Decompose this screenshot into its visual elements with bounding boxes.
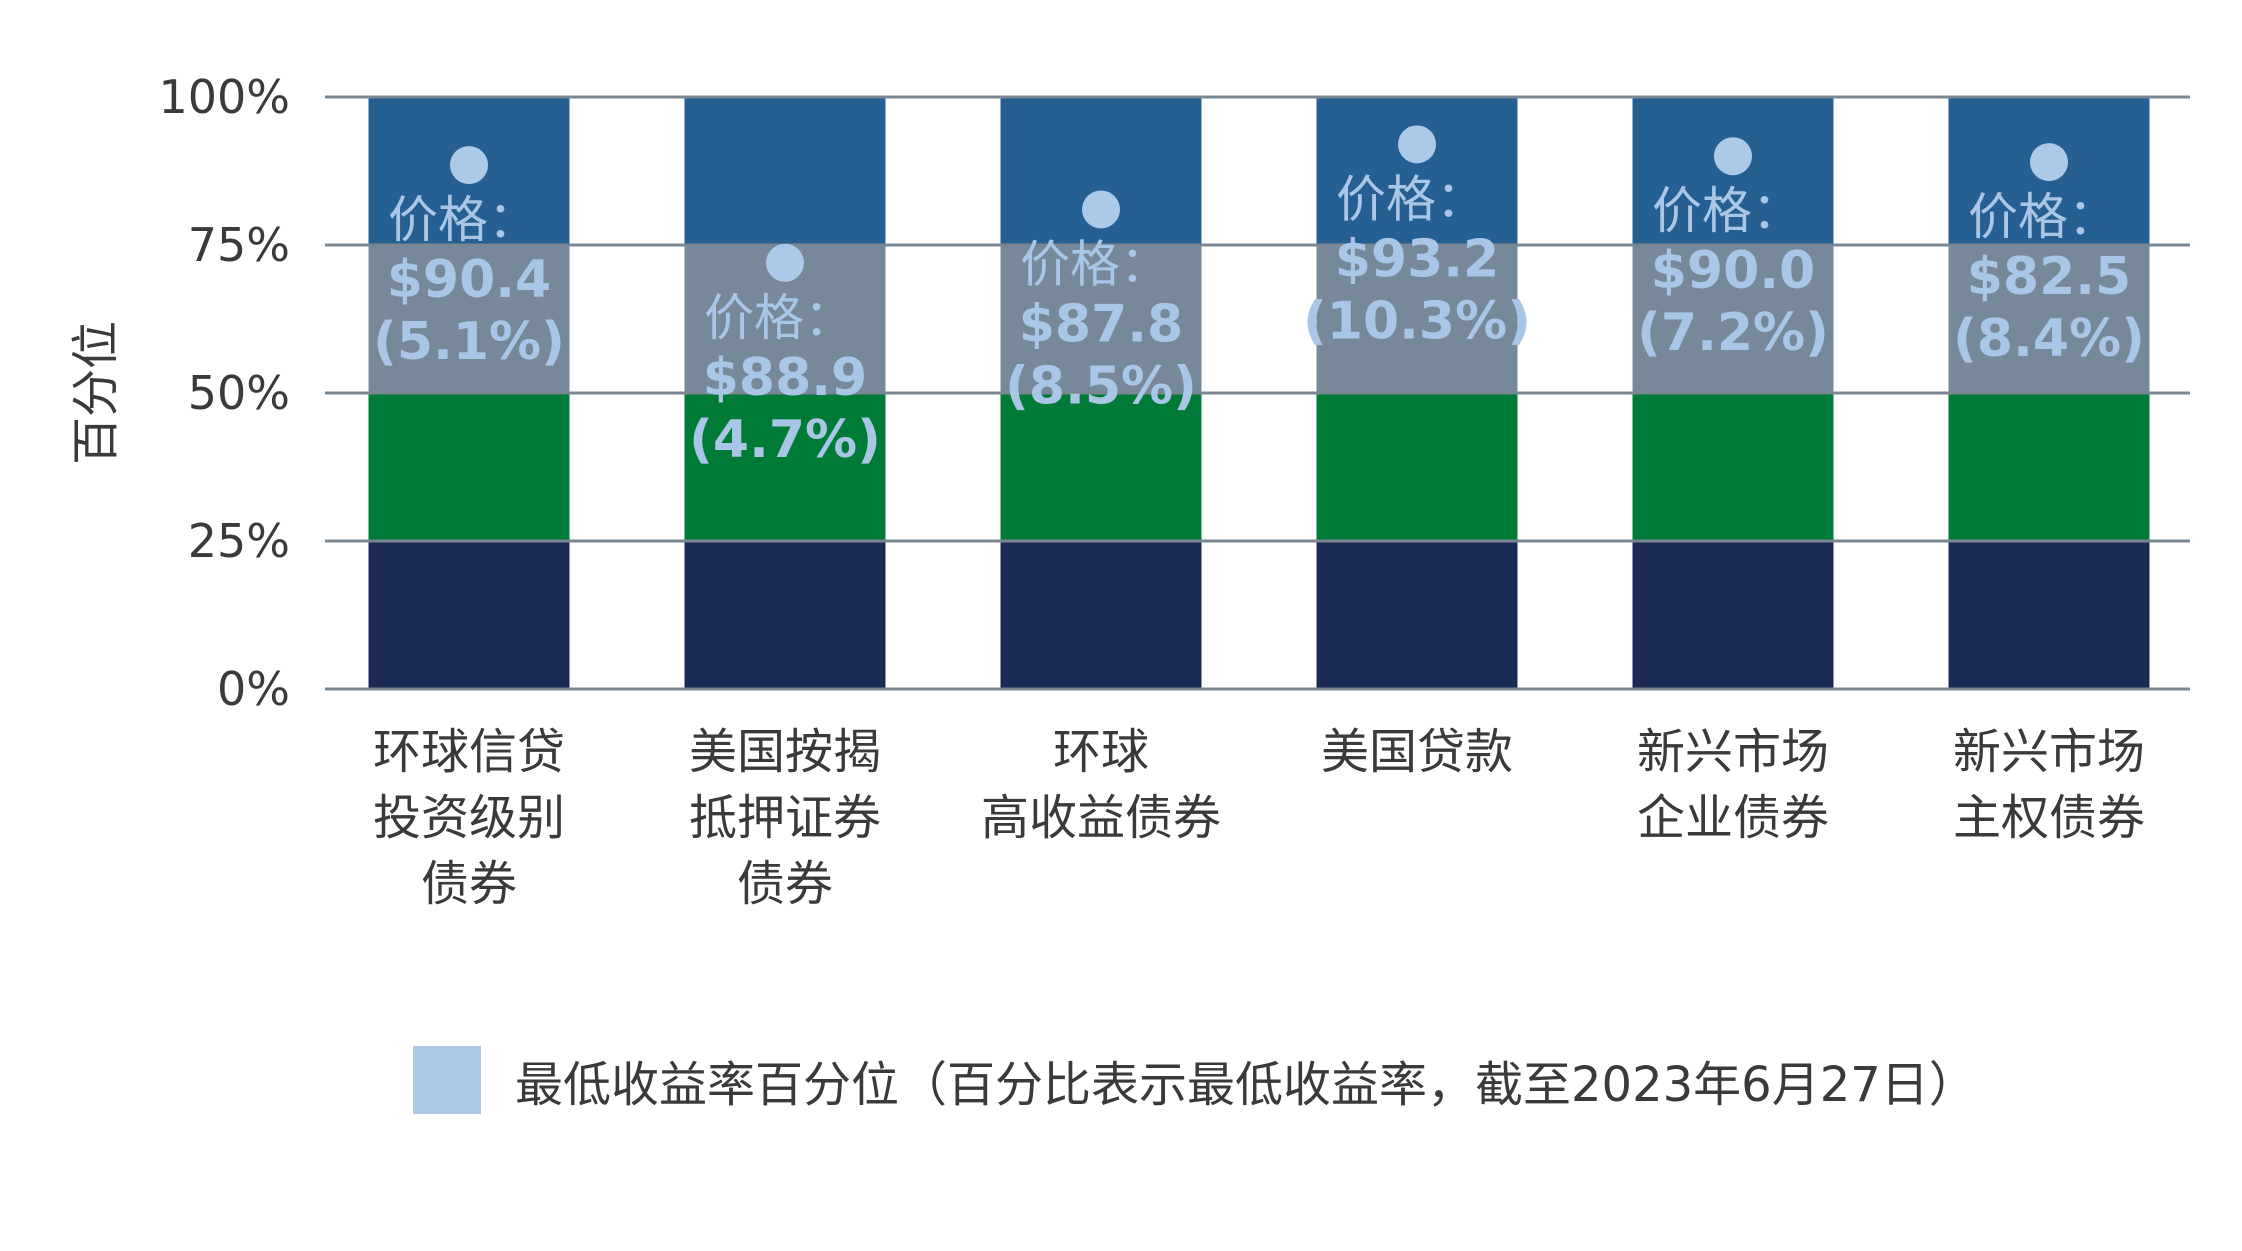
category-label: 企业债券 (1637, 790, 1829, 846)
bar-segment (684, 97, 886, 245)
category-label: 环球信贷 (373, 724, 565, 780)
gridline-overlay (325, 95, 2190, 691)
price-label: $87.8 (1019, 294, 1183, 354)
legend-label: 最低收益率百分位（百分比表示最低收益率，截至2023年6月27日） (515, 1057, 1977, 1113)
price-word-label: 价格： (1652, 182, 1802, 240)
price-label: $93.2 (1335, 229, 1499, 289)
category-label: 债券 (737, 856, 833, 912)
bar-segment (1948, 393, 2150, 541)
category-label: 新兴市场 (1953, 724, 2145, 780)
yield-marker (450, 146, 488, 185)
bar-segment (1316, 541, 1518, 689)
y-axis-label: 百分位 (68, 321, 124, 465)
price-word-label: 价格： (1336, 170, 1486, 228)
bar-segment (1000, 245, 1202, 393)
yield-marker (1714, 137, 1752, 176)
category-label: 抵押证券 (689, 790, 881, 846)
yield-label: (8.5%) (1005, 356, 1197, 416)
bar-segment (1316, 97, 1518, 245)
category-label: 投资级别 (373, 790, 565, 846)
y-tick-label: 100% (158, 70, 290, 124)
bar-segment (1316, 393, 1518, 541)
price-label: $88.9 (703, 348, 867, 408)
yield-marker (1398, 125, 1436, 164)
bar-segment (1632, 393, 1834, 541)
price-word-label: 价格： (704, 289, 854, 347)
price-word-label: 价格： (388, 191, 538, 249)
category-label: 美国贷款 (1321, 724, 1513, 780)
bar-segment (1948, 245, 2150, 393)
price-word-label: 价格： (1968, 188, 2118, 246)
price-label: $82.5 (1967, 247, 2131, 307)
yield-markers: 价格：$90.4(5.1%) 价格：$88.9(4.7%)价格：$87.8(8.5… (373, 125, 2145, 470)
bar-segment (1948, 541, 2150, 689)
price-label: $90.4 (387, 250, 551, 310)
bar-segment (368, 245, 570, 393)
price-word-label: 价格： (1020, 235, 1170, 293)
bar-segment (1632, 541, 1834, 689)
bar-segment (368, 393, 570, 541)
bar-segment (684, 541, 886, 689)
legend-swatch (413, 1046, 481, 1114)
yield-label: (5.1%) (373, 312, 565, 372)
category-label: 美国按揭 (689, 724, 881, 780)
yield-label: (7.2%) (1637, 303, 1829, 363)
yield-label: (4.7%) (689, 410, 881, 470)
category-label: 环球 (1053, 724, 1149, 780)
bar-segment (1316, 245, 1518, 393)
yield-marker (2030, 143, 2068, 182)
legend: 最低收益率百分位（百分比表示最低收益率，截至2023年6月27日） (413, 1045, 1977, 1115)
category-label: 高收益债券 (981, 790, 1221, 846)
yield-label: (8.4%) (1953, 309, 2145, 369)
yield-marker (766, 243, 804, 282)
y-tick-label: 50% (188, 366, 290, 420)
bar-segment (368, 541, 570, 689)
bar-segment (1000, 541, 1202, 689)
bar-segment (684, 393, 886, 541)
stacked-bars (368, 97, 2150, 689)
y-axis-ticks: 0% 25% 50% 75% 100% (158, 70, 290, 716)
bar-segment (1632, 245, 1834, 393)
yield-marker (1082, 190, 1120, 229)
y-tick-label: 25% (188, 514, 290, 568)
category-label: 债券 (421, 856, 517, 912)
category-label: 主权债券 (1953, 790, 2145, 846)
y-tick-label: 75% (188, 218, 290, 272)
price-label: $90.0 (1651, 241, 1815, 301)
y-tick-label: 0% (217, 662, 290, 716)
bar-segment (1000, 393, 1202, 541)
category-label: 新兴市场 (1637, 724, 1829, 780)
yield-label: (10.3%) (1303, 291, 1531, 351)
